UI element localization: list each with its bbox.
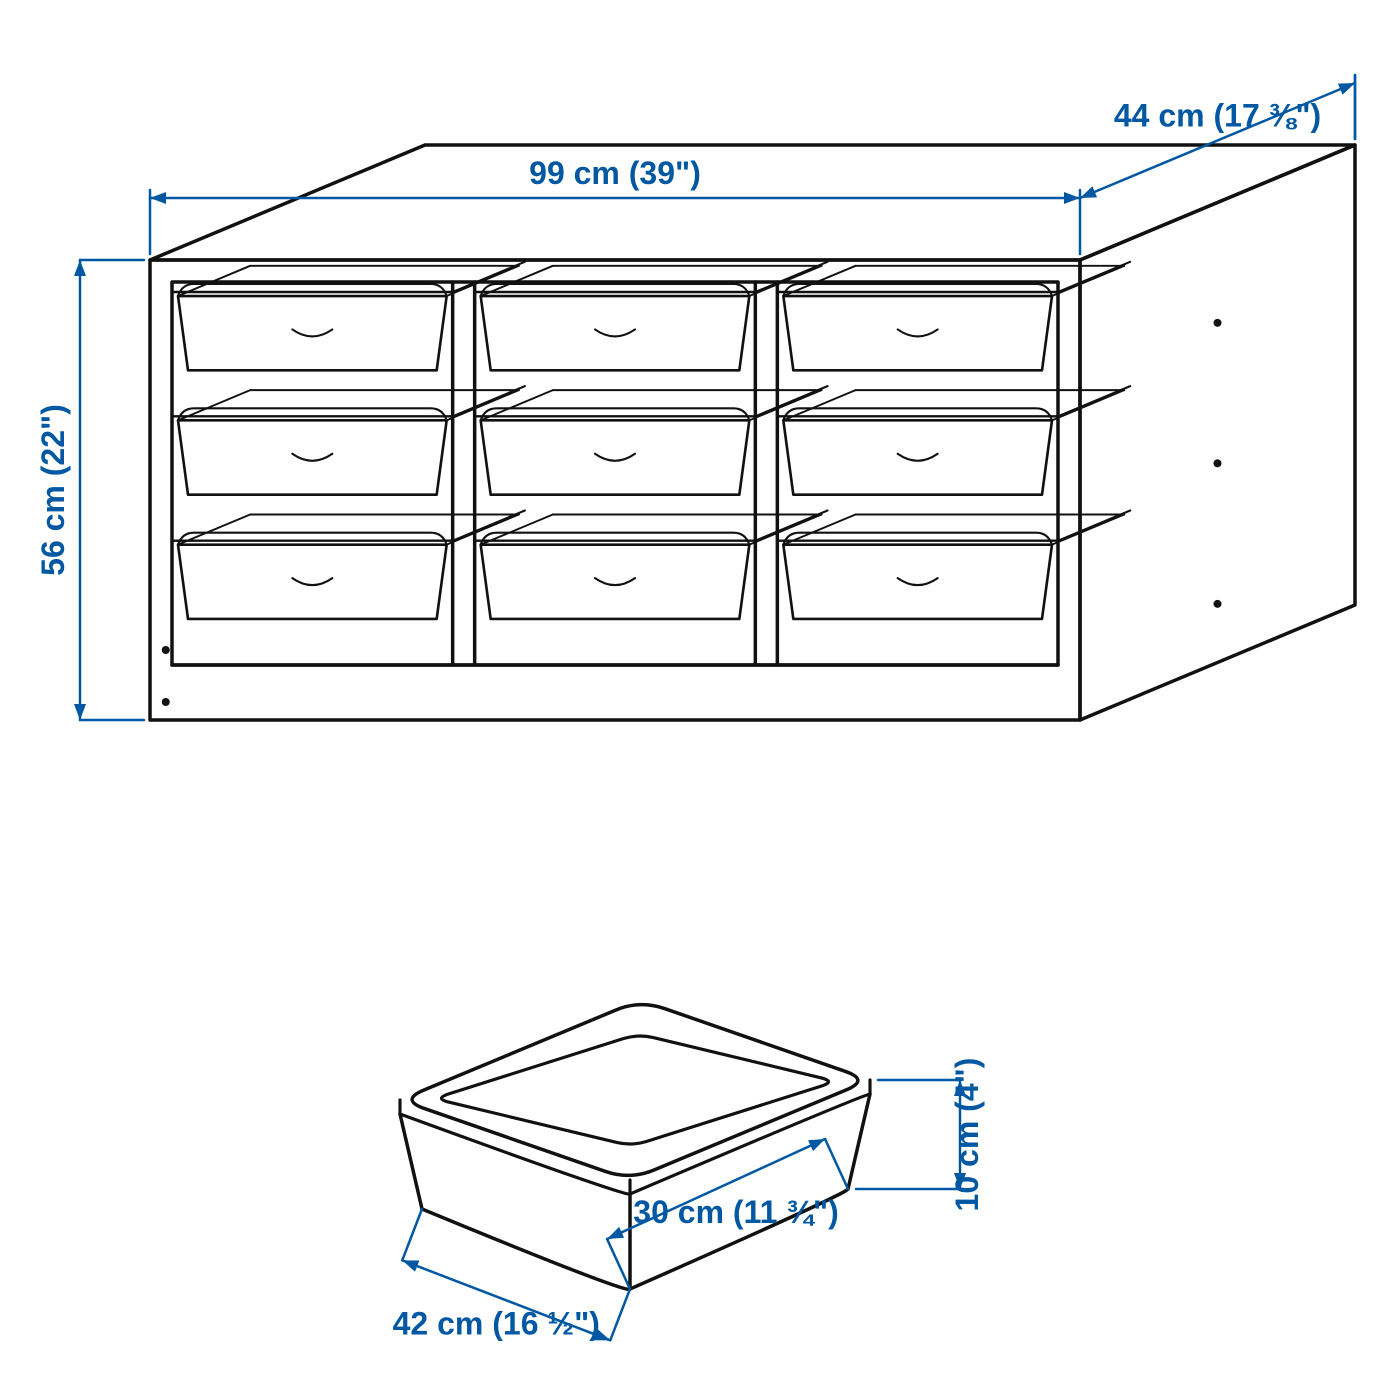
dimension-diagram: 99 cm (39") 44 cm (17 ⅜") 56 cm (22") 10 cm… [0, 0, 1400, 1400]
box-dimension-lines: 10 cm (4") 42 cm (16 ½") 30 cm (11 ¾") [393, 1058, 985, 1342]
dimension-label: 30 cm (11 ¾") [633, 1194, 839, 1230]
dimension-label: 56 cm (22") [35, 404, 71, 576]
dimension-label: 44 cm (17 ⅜") [1114, 98, 1321, 134]
dimension-label: 99 cm (39") [529, 155, 701, 191]
dimension-label: 10 cm (4") [949, 1058, 985, 1212]
storage-box [400, 1005, 870, 1290]
shelving-unit [150, 145, 1355, 720]
dimension-label: 42 cm (16 ½") [393, 1305, 600, 1341]
